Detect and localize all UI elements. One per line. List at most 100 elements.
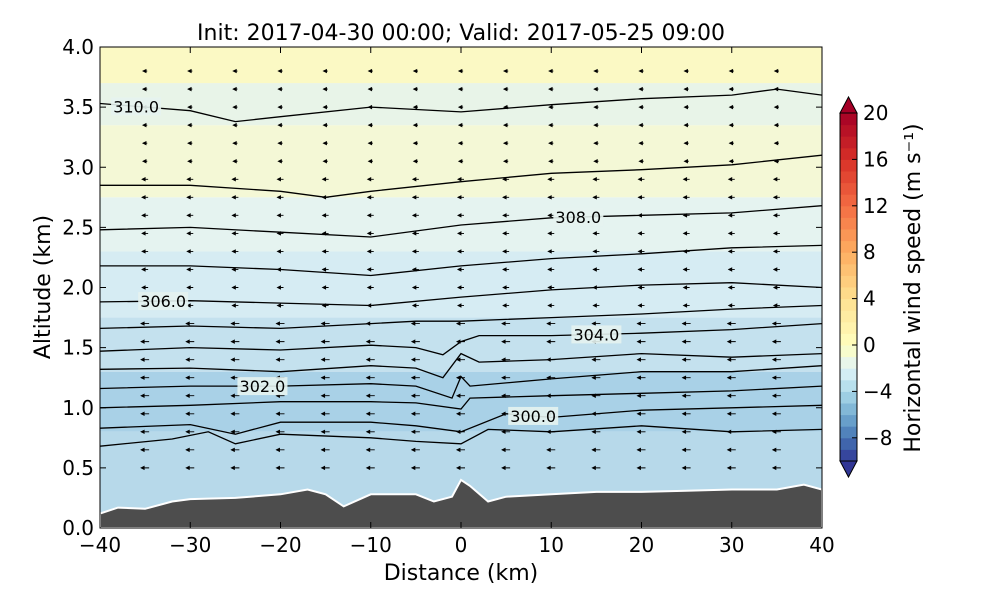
wind-arrow-203 (502, 122, 509, 128)
wind-arrow-13 (141, 231, 149, 236)
wind-arrow-340 (773, 140, 779, 146)
wind-arrow-224 (548, 159, 554, 164)
wind-arrow-295 (683, 122, 689, 128)
wind-arrow-272 (638, 122, 644, 128)
wind-arrow-125 (366, 285, 374, 290)
wind-arrow-273 (638, 104, 644, 110)
wind-arrow-270 (638, 159, 644, 164)
colorbar-segment-5 (840, 391, 857, 404)
wind-arrow-126 (366, 267, 374, 272)
wind-arrow-322 (771, 465, 781, 471)
wind-arrow-46 (230, 465, 240, 471)
wind-arrow-225 (548, 140, 554, 146)
wind-arrow-263 (637, 285, 645, 290)
wind-arrow-169 (455, 321, 465, 326)
wind-arrow-288 (682, 249, 690, 254)
fill-band-1 (100, 371, 822, 432)
x-tick-label-0: −40 (79, 533, 121, 557)
wind-arrow-177 (456, 177, 464, 182)
wind-arrow-155 (412, 159, 418, 164)
wind-arrow-202 (502, 140, 509, 146)
wind-arrow-77 (275, 321, 285, 326)
y-tick-label-2: 1.0 (62, 396, 94, 420)
y-tick-label-1: 0.5 (62, 456, 94, 480)
wind-arrow-26 (185, 411, 195, 416)
wind-arrow-219 (547, 249, 555, 254)
wind-arrow-280 (681, 393, 691, 398)
colorbar-extend-bottom (839, 460, 858, 479)
wind-arrow-171 (456, 285, 464, 290)
colorbar-segment-26 (840, 147, 857, 160)
wind-arrow-331 (772, 303, 780, 308)
colorbar-segment-8 (840, 356, 857, 369)
wind-arrow-111 (322, 122, 328, 128)
wind-arrow-54 (230, 321, 240, 326)
wind-arrow-72 (275, 411, 285, 416)
fill-band-2 (100, 317, 822, 372)
colorbar-label: Horizontal wind speed (m s⁻¹) (901, 123, 926, 452)
wind-arrow-178 (457, 159, 464, 164)
x-tick-label-4: 0 (455, 533, 468, 557)
wind-arrow-144 (410, 357, 420, 362)
wind-arrow-115 (365, 465, 375, 471)
wind-arrow-106 (321, 213, 329, 218)
wind-arrow-14 (141, 213, 149, 218)
wind-arrow-53 (230, 339, 240, 344)
terrain-profile (100, 478, 822, 528)
wind-arrow-208 (546, 447, 556, 453)
wind-arrow-332 (772, 285, 780, 290)
wind-arrow-232 (591, 429, 601, 435)
wind-arrow-110 (322, 140, 328, 146)
wind-arrow-158 (412, 104, 418, 110)
wind-arrow-233 (591, 411, 601, 416)
wind-arrow-32 (186, 303, 194, 308)
wind-arrow-297 (683, 86, 689, 92)
wind-arrow-204 (502, 104, 509, 110)
wind-arrow-252 (593, 68, 599, 74)
wind-arrow-43 (187, 104, 193, 110)
wind-arrow-29 (185, 357, 195, 362)
wind-vector-arrows (140, 68, 781, 471)
wind-arrow-140 (410, 429, 420, 435)
wind-arrow-165 (455, 393, 465, 398)
wind-arrow-81 (276, 249, 284, 254)
y-axis-ticks: 0.0 0.5 1.0 1.5 2.0 2.5 3.0 3.5 4.0 (62, 35, 822, 540)
wind-arrow-68 (232, 68, 238, 74)
contour-line-7 (100, 352, 822, 379)
wind-arrow-259 (636, 357, 646, 362)
wind-arrow-37 (186, 213, 194, 218)
y-tick-label-5: 2.5 (62, 215, 94, 239)
colorbar-segment-15 (840, 275, 857, 288)
wind-arrow-305 (726, 357, 736, 362)
wind-arrow-27 (185, 393, 195, 398)
wind-arrow-337 (772, 195, 780, 200)
wind-arrow-335 (772, 231, 780, 236)
wind-arrow-320 (728, 86, 734, 92)
wind-arrow-5 (140, 375, 150, 380)
wind-arrow-10 (141, 285, 149, 290)
wind-arrow-139 (410, 447, 420, 453)
wind-arrow-300 (726, 447, 736, 453)
wind-arrow-80 (276, 267, 284, 272)
wind-arrow-41 (187, 140, 193, 146)
colorbar-segment-7 (840, 368, 857, 381)
wind-arrow-318 (728, 122, 734, 128)
wind-arrow-188 (501, 393, 511, 398)
wind-arrow-185 (501, 447, 511, 453)
wind-arrow-30 (185, 339, 195, 344)
wind-arrow-15 (141, 195, 149, 200)
wind-arrow-57 (231, 267, 239, 272)
wind-arrow-134 (367, 122, 373, 128)
contour-line-2 (100, 205, 822, 238)
contour-label-4: 306.0 (140, 292, 186, 311)
contour-label-10: 300.0 (510, 407, 556, 426)
wind-arrow-64 (232, 140, 238, 146)
wind-arrow-130 (366, 195, 374, 200)
wind-arrow-257 (636, 393, 646, 398)
wind-arrow-2 (140, 429, 150, 435)
plot-area: 310.0 308.0 306.0 304.0 302.0 300.0 (100, 47, 822, 528)
wind-arrow-58 (231, 249, 239, 254)
y-tick-label-6: 3.0 (62, 155, 94, 179)
x-tick-label-1: −30 (169, 533, 211, 557)
wind-arrow-207 (546, 465, 556, 471)
